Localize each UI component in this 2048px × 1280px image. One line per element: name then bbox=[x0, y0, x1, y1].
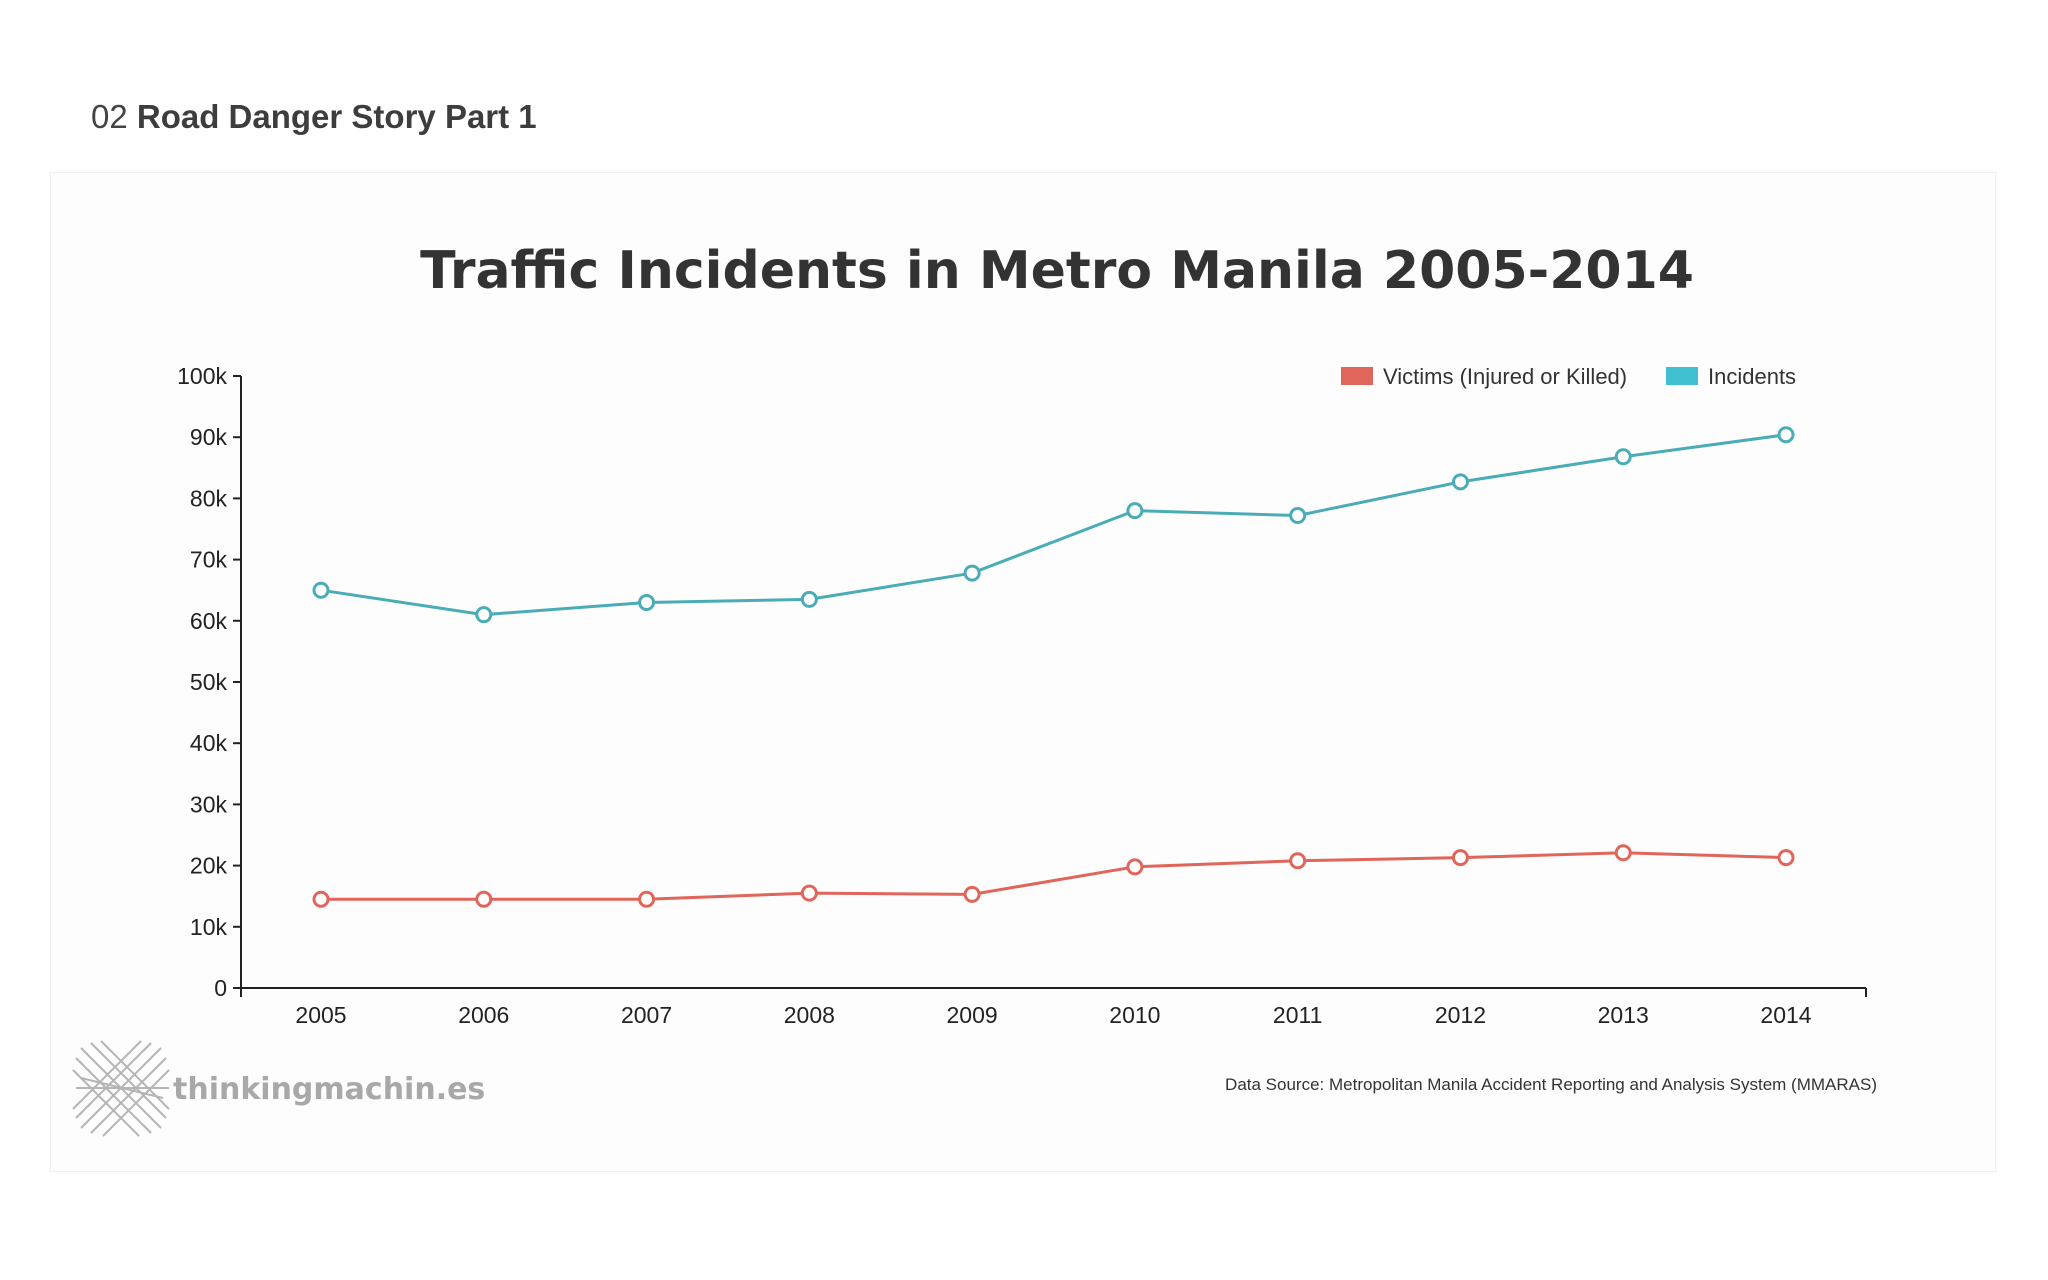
x-tick-label: 2013 bbox=[1598, 1002, 1649, 1028]
legend-item-victims: Victims (Injured or Killed) bbox=[1341, 364, 1627, 389]
data-point-incidents bbox=[963, 564, 981, 582]
y-tick-label: 90k bbox=[190, 424, 228, 450]
y-tick-label: 70k bbox=[190, 547, 228, 573]
y-tick-label: 0 bbox=[214, 975, 227, 1001]
legend-item-incidents: Incidents bbox=[1666, 364, 1796, 389]
data-point-victims bbox=[1777, 849, 1795, 867]
data-point-incidents bbox=[800, 590, 818, 608]
legend-label-victims: Victims (Injured or Killed) bbox=[1383, 364, 1627, 389]
legend-label-incidents: Incidents bbox=[1708, 364, 1796, 389]
series-line-incidents bbox=[320, 433, 1787, 617]
chart-card: Traffic Incidents in Metro Manila 2005-2… bbox=[50, 172, 1996, 1172]
x-tick-label: 2005 bbox=[295, 1002, 346, 1028]
data-point-incidents bbox=[1614, 448, 1632, 466]
data-point-victims bbox=[1614, 844, 1632, 862]
chart-legend: Victims (Injured or Killed) Incidents bbox=[1341, 364, 1796, 389]
y-tick-label: 50k bbox=[190, 669, 228, 695]
chart-title: Traffic Incidents in Metro Manila 2005-2… bbox=[420, 241, 1694, 301]
legend-swatch-victims bbox=[1341, 367, 1373, 385]
x-tick-label: 2010 bbox=[1109, 1002, 1160, 1028]
crossed-lines-logo-icon bbox=[72, 1040, 170, 1137]
data-point-incidents bbox=[1126, 502, 1144, 520]
logo: thinkingmachin.es bbox=[72, 1040, 485, 1137]
y-tick-label: 80k bbox=[190, 485, 228, 511]
data-point-victims bbox=[800, 884, 818, 902]
x-tick-label: 2014 bbox=[1760, 1002, 1811, 1028]
x-tick-label: 2007 bbox=[621, 1002, 672, 1028]
heading-number: 02 bbox=[91, 98, 128, 135]
series-layer bbox=[312, 426, 1795, 908]
data-point-incidents bbox=[312, 581, 330, 599]
data-point-victims bbox=[1289, 852, 1307, 870]
x-tick-label: 2008 bbox=[784, 1002, 835, 1028]
series-victims bbox=[312, 844, 1795, 908]
y-tick-label: 10k bbox=[190, 914, 228, 940]
x-tick-label: 2006 bbox=[458, 1002, 509, 1028]
data-point-victims bbox=[963, 885, 981, 903]
x-axis: 2005 2006 2007 2008 2009 2010 2011 2012 2013 2014 bbox=[240, 987, 1867, 1028]
y-tick-label: 60k bbox=[190, 608, 228, 634]
data-point-incidents bbox=[1777, 426, 1795, 444]
y-tick-label: 100k bbox=[177, 363, 227, 389]
data-point-victims bbox=[1451, 849, 1469, 867]
y-tick-label: 30k bbox=[190, 791, 228, 817]
y-axis: 0 10k 20k 30k 40k 50k 60k 70k 80k 90k 100k bbox=[177, 363, 242, 1001]
series-line-victims bbox=[321, 851, 1787, 901]
y-tick-label: 20k bbox=[190, 853, 228, 879]
legend-swatch-incidents bbox=[1666, 367, 1698, 385]
logo-text: thinkingmachin.es bbox=[173, 1072, 485, 1107]
data-source-note: Data Source: Metropolitan Manila Acciden… bbox=[1225, 1075, 1877, 1094]
series-incidents bbox=[312, 426, 1795, 624]
data-point-victims bbox=[312, 890, 330, 908]
x-tick-label: 2012 bbox=[1435, 1002, 1486, 1028]
y-tick-label: 40k bbox=[190, 730, 228, 756]
data-point-incidents bbox=[475, 606, 493, 624]
data-point-victims bbox=[638, 890, 656, 908]
data-point-incidents bbox=[1289, 507, 1307, 525]
chart-svg: Traffic Incidents in Metro Manila 2005-2… bbox=[72, 241, 1877, 1137]
x-tick-label: 2011 bbox=[1273, 1002, 1322, 1028]
data-point-victims bbox=[1126, 858, 1144, 876]
data-point-incidents bbox=[1451, 473, 1469, 491]
x-tick-label: 2009 bbox=[947, 1002, 998, 1028]
heading-title: Road Danger Story Part 1 bbox=[136, 98, 537, 135]
data-point-incidents bbox=[638, 593, 656, 611]
page-heading: 02 Road Danger Story Part 1 bbox=[91, 98, 537, 136]
data-point-victims bbox=[475, 890, 493, 908]
